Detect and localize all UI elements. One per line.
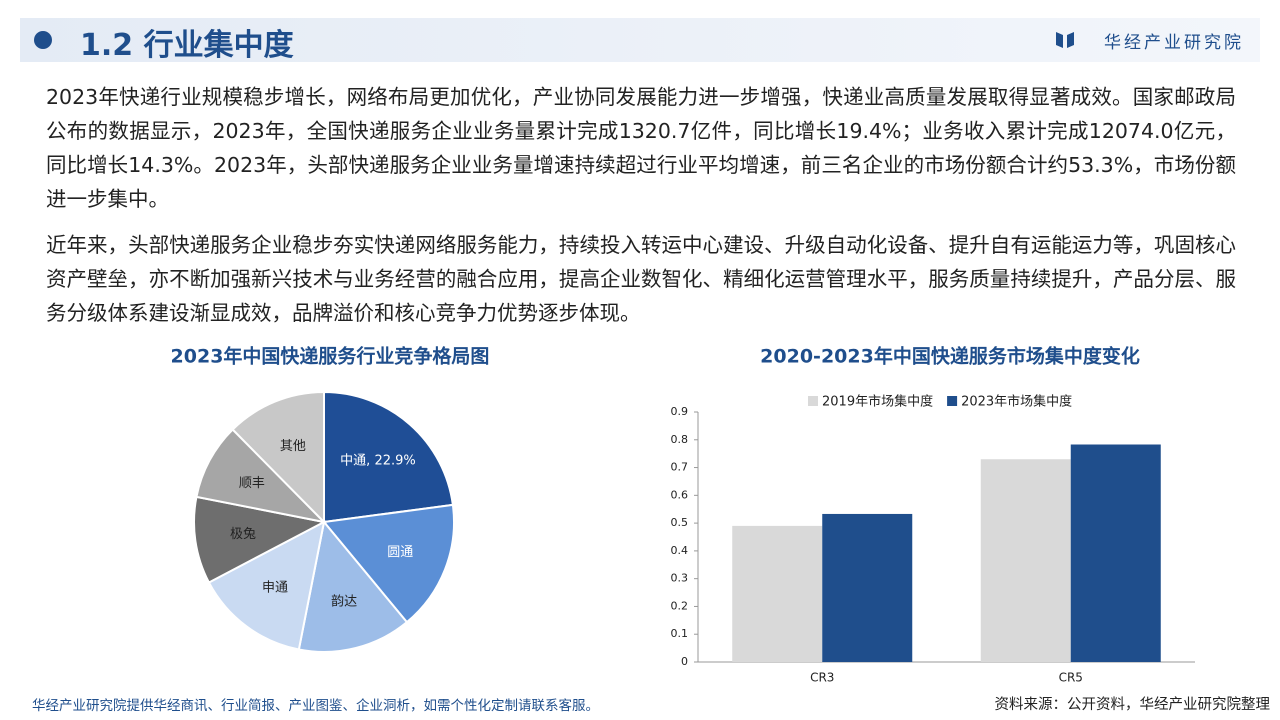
header-bar: 1.2 行业集中度 华经产业研究院: [20, 18, 1260, 63]
y-tick-label: 0: [681, 655, 688, 668]
slice-label: 中通, 22.9%: [340, 453, 416, 468]
legend-swatch: [947, 396, 958, 406]
slice-label: 其他: [280, 439, 306, 454]
pie-slice: [322, 503, 455, 624]
chart-title: 2020-2023年中国快递服务市场集中度变化: [760, 345, 1140, 368]
pie-slice: [193, 495, 327, 584]
bar: [1070, 444, 1161, 662]
separator: ,: [366, 453, 374, 468]
x-tick-label: CR3: [810, 671, 834, 685]
slice-label: 申通: [262, 580, 288, 595]
x-tick-label: CR5: [1059, 671, 1083, 685]
paragraph: 2023年快递行业规模稳步增长，网络布局更加优化，产业协同发展能力进一步增强，快…: [46, 85, 1236, 211]
pie-slice: [297, 519, 409, 653]
slice-label: 韵达: [331, 594, 357, 609]
pie-slice: [323, 390, 454, 524]
y-tick-label: 0.4: [671, 544, 689, 557]
paragraph: 近年来，头部快递服务企业稳步夯实快递网络服务能力，持续投入转运中心建设、升级自动…: [46, 233, 1236, 325]
legend-label: 2019年市场集中度: [822, 394, 933, 410]
category-label: 圆通: [387, 544, 413, 559]
pie-slice: [207, 520, 326, 651]
logo: [1056, 32, 1074, 48]
chart-title: 2023年中国快递服务行业竞争格局图: [171, 345, 490, 368]
category-label: 顺丰: [239, 476, 265, 491]
y-tick-label: 0.2: [671, 599, 689, 612]
footer-note: 华经产业研究院提供华经商讯、行业简报、产业图鉴、企业洞析，如需个性化定制请联系客…: [32, 698, 599, 714]
y-tick-label: 0.6: [671, 488, 689, 501]
y-tick-label: 0.8: [671, 433, 689, 446]
bar: [980, 459, 1071, 662]
y-tick-label: 0.5: [671, 516, 689, 529]
value-label: 22.9%: [374, 453, 415, 468]
category-label: 极兔: [230, 526, 256, 541]
legend-label: 2023年市场集中度: [961, 394, 1072, 410]
bar: [822, 513, 913, 662]
y-tick-label: 0.1: [671, 627, 689, 640]
y-tick-label: 0.3: [671, 572, 689, 585]
slice-label: 极兔: [230, 526, 256, 541]
pie-slice: [195, 428, 327, 524]
legend-swatch: [808, 396, 818, 406]
slide-title: 1.2 行业集中度: [80, 28, 294, 63]
slice-label: 圆通: [387, 544, 413, 559]
brand: 华经产业研究院: [1104, 33, 1244, 53]
category-label: 韵达: [331, 594, 357, 609]
category-label: 申通: [262, 580, 288, 595]
category-label: 其他: [280, 439, 306, 454]
bar: [732, 525, 823, 662]
category-label: 中通: [340, 453, 366, 468]
slice-label: 顺丰: [239, 476, 265, 491]
bullet: [34, 31, 52, 49]
pie-slice: [231, 390, 325, 525]
y-tick-label: 0.9: [671, 405, 689, 418]
source: 资料来源：公开资料，华经产业研究院整理: [994, 697, 1271, 713]
y-tick-label: 0.7: [671, 461, 689, 474]
